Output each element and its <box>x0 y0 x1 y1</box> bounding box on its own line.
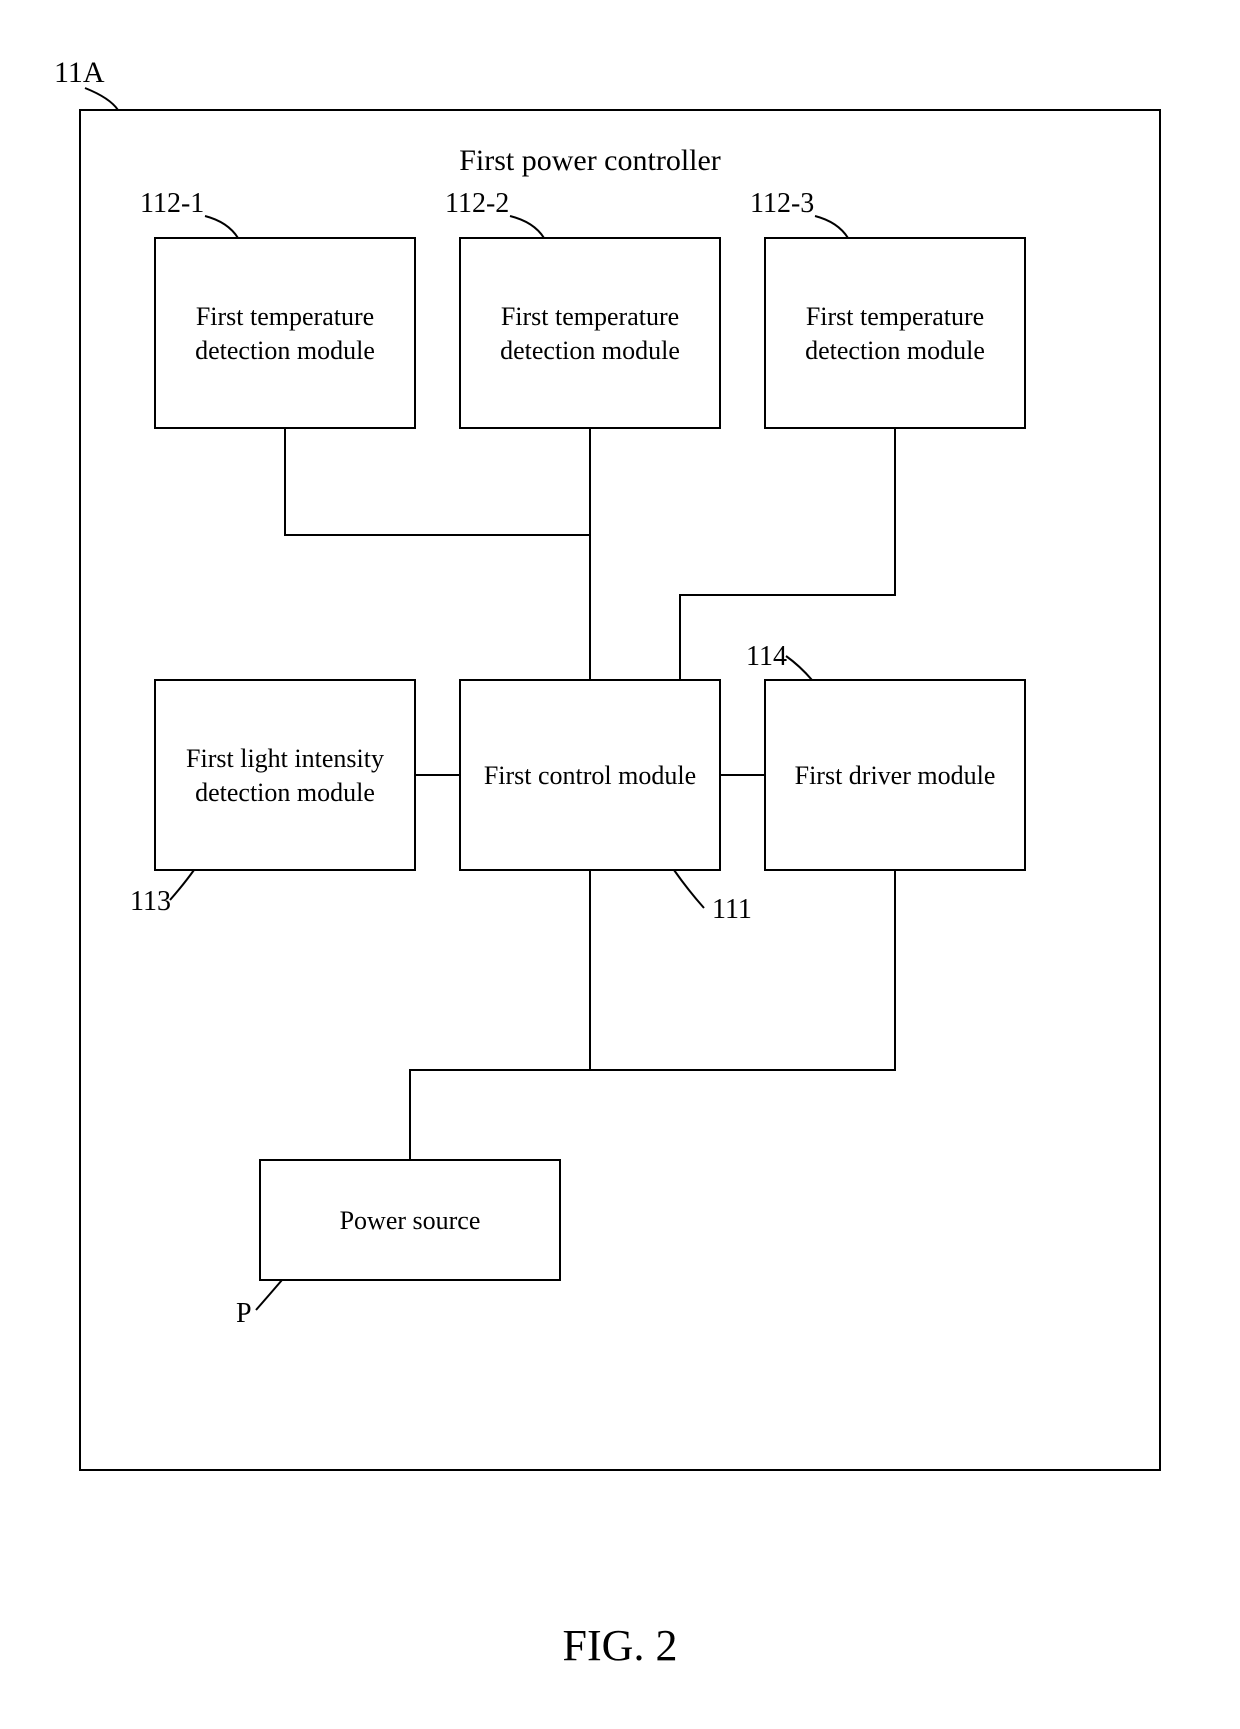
lightIntensity-box <box>155 680 415 870</box>
lightIntensity-ref-leader <box>170 870 194 900</box>
temp1-ref-leader <box>205 216 238 238</box>
connector-0 <box>285 428 590 680</box>
driver-ref-label: 114 <box>746 641 787 672</box>
temp1-box <box>155 238 415 428</box>
lightIntensity-label: detection module <box>195 778 375 807</box>
temp1-ref-label: 112-1 <box>140 188 204 219</box>
connector-5 <box>410 870 590 1160</box>
temp3-ref-leader <box>815 216 848 238</box>
control-ref-label: 111 <box>712 894 752 925</box>
connector-6 <box>410 870 895 1070</box>
temp1-label: First temperature <box>196 302 374 331</box>
power-ref-leader <box>256 1280 282 1310</box>
connector-2 <box>680 428 895 680</box>
outer-controller-ref-label: 11A <box>54 56 105 89</box>
temp2-ref-label: 112-2 <box>445 188 509 219</box>
control-label: First control module <box>484 761 696 790</box>
temp2-label: detection module <box>500 336 680 365</box>
temp2-ref-leader <box>510 216 544 238</box>
temp3-ref-label: 112-3 <box>750 188 814 219</box>
temp3-label: First temperature <box>806 302 984 331</box>
control-ref-leader <box>674 870 704 908</box>
figure-title: FIG. 2 <box>563 1621 678 1670</box>
lightIntensity-label: First light intensity <box>186 744 384 773</box>
temp3-label: detection module <box>805 336 985 365</box>
power-ref-label: P <box>236 1298 252 1329</box>
temp3-box <box>765 238 1025 428</box>
driver-label: First driver module <box>795 761 996 790</box>
power-label: Power source <box>340 1206 481 1235</box>
lightIntensity-ref-label: 113 <box>130 886 171 917</box>
outer-controller-ref-leader <box>85 88 118 110</box>
temp2-box <box>460 238 720 428</box>
temp2-label: First temperature <box>501 302 679 331</box>
temp1-label: detection module <box>195 336 375 365</box>
outer-controller-title: First power controller <box>459 144 721 177</box>
driver-ref-leader <box>786 656 812 680</box>
